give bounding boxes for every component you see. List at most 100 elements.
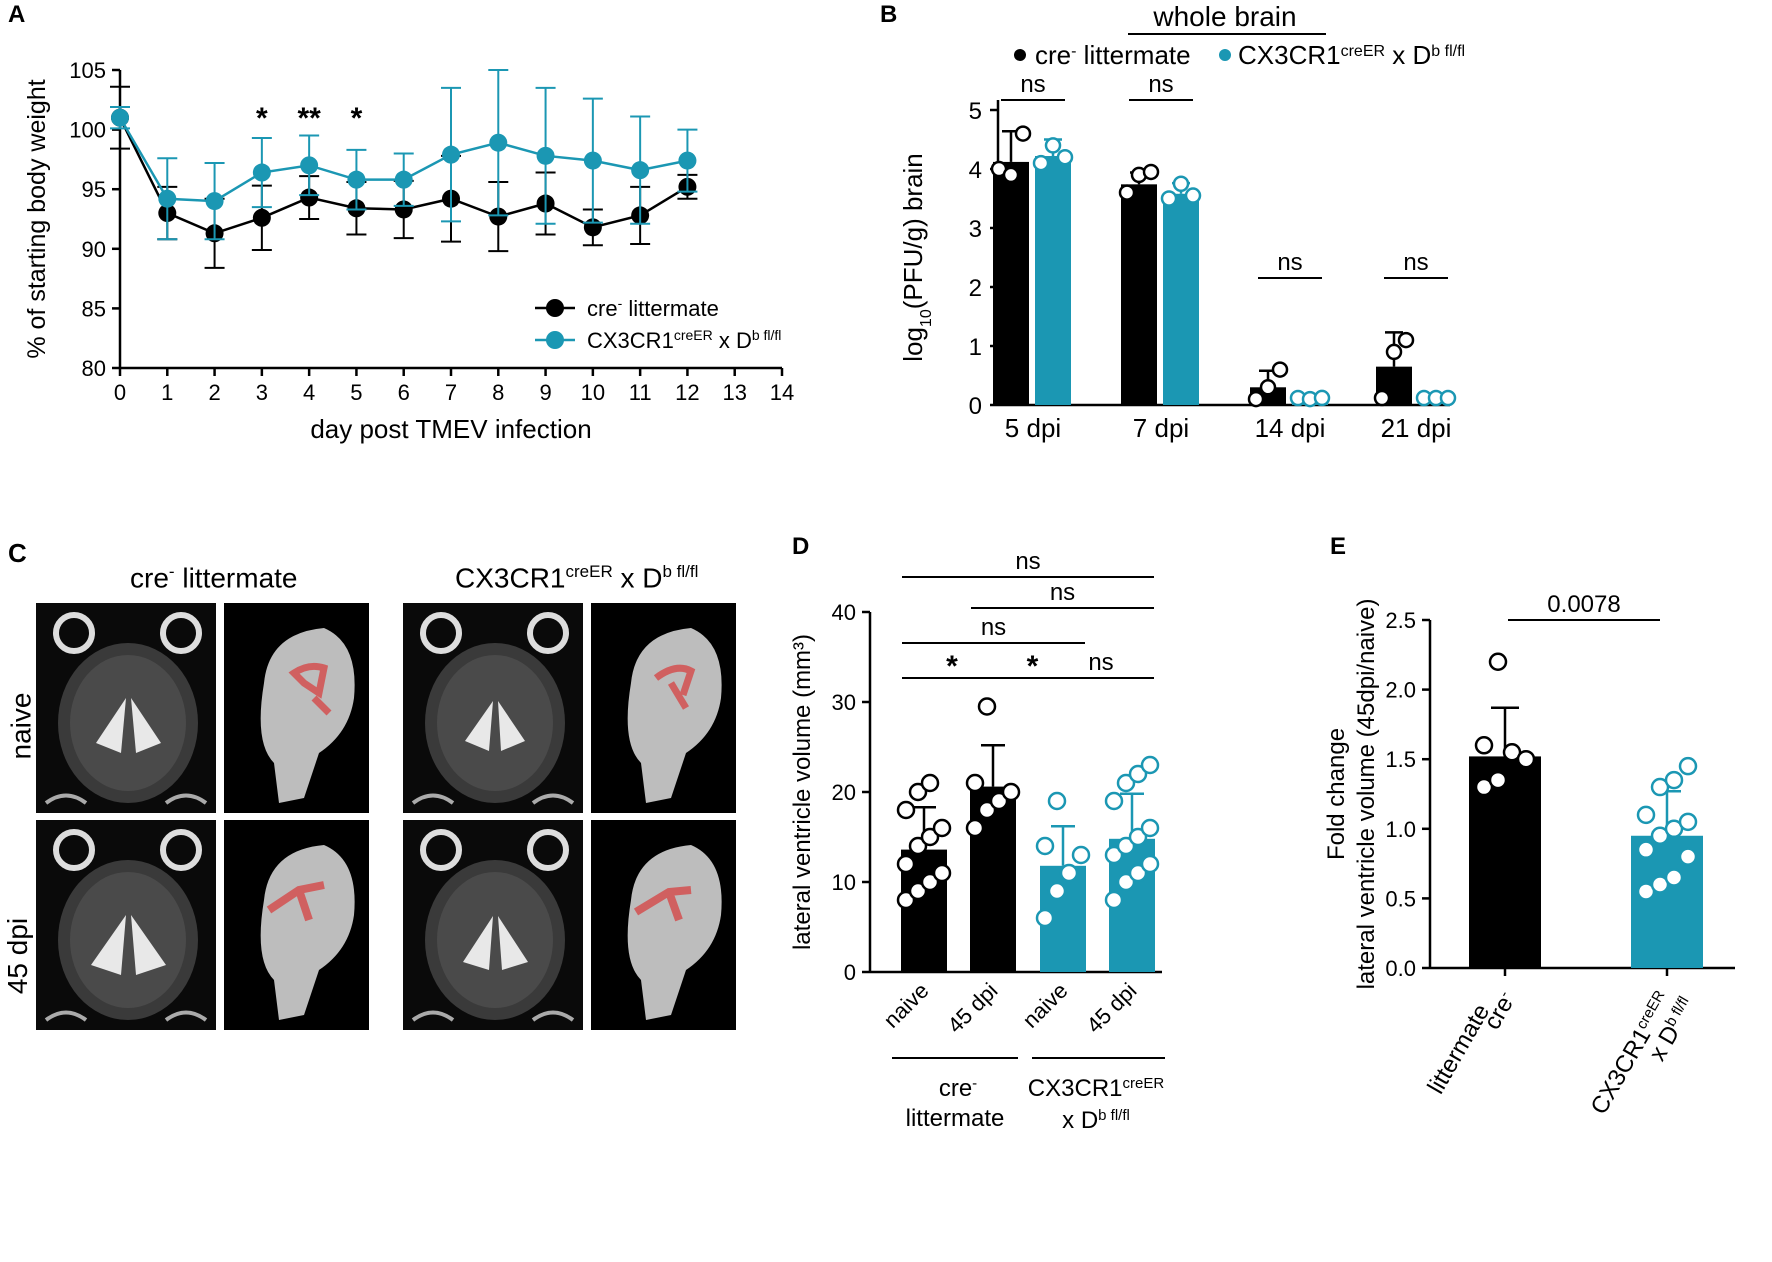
y-tick-label: 85 xyxy=(82,296,106,321)
x-tick-label: 4 xyxy=(303,380,315,405)
x-tick-label: 45 dpi xyxy=(942,978,1002,1038)
y-tick-label: 0 xyxy=(969,393,982,420)
row-label-naive: naive xyxy=(5,692,37,760)
y-tick-label: 20 xyxy=(832,780,856,805)
mri-axial-image xyxy=(36,603,216,813)
data-point xyxy=(1047,791,1067,811)
data-point xyxy=(678,151,697,170)
y-tick-label: 40 xyxy=(832,600,856,625)
data-point xyxy=(489,207,508,226)
data-point xyxy=(1071,845,1091,865)
x-tick-label: 3 xyxy=(256,380,268,405)
group-label: cre- xyxy=(939,1075,977,1103)
data-point xyxy=(1104,791,1124,811)
data-point xyxy=(1142,163,1160,181)
data-point xyxy=(583,151,602,170)
significance-star: * xyxy=(256,102,268,135)
x-tick-label: 5 dpi xyxy=(1005,413,1061,443)
y-tick-label: 0.0 xyxy=(1385,956,1416,981)
bar xyxy=(993,161,1029,405)
data-point xyxy=(1678,812,1698,832)
data-point xyxy=(300,188,319,207)
x-tick-label: 13 xyxy=(722,380,746,405)
data-point xyxy=(252,208,271,227)
x-tick-label: 2 xyxy=(208,380,220,405)
data-point xyxy=(1128,827,1148,847)
comparison-label: 0.0078 xyxy=(1547,591,1620,618)
y-axis-title: Fold change xyxy=(1323,728,1350,860)
data-point xyxy=(158,189,177,208)
comparison-label: ns xyxy=(1050,579,1075,606)
y-axis-title: lateral ventricle volume (mm³) xyxy=(789,634,816,950)
mri-axial-cx3cr1-naive xyxy=(403,603,583,813)
data-point xyxy=(896,890,916,910)
data-point xyxy=(489,133,508,152)
y-tick-label: 0.5 xyxy=(1385,886,1416,911)
y-tick-label: 3 xyxy=(969,216,982,243)
data-point xyxy=(896,854,916,874)
y-tick-label: 95 xyxy=(82,177,106,202)
data-point xyxy=(1128,863,1148,883)
data-point xyxy=(1373,389,1391,407)
significance-star: ** xyxy=(297,102,321,135)
chart-title: whole brain xyxy=(1152,1,1296,32)
data-point xyxy=(1116,773,1136,793)
comparison-label: ns xyxy=(1148,71,1173,98)
data-point xyxy=(908,836,928,856)
mri-axial-image xyxy=(403,603,583,813)
y-tick-label: 80 xyxy=(82,356,106,381)
x-tick-label: naive xyxy=(1018,978,1073,1033)
data-point xyxy=(631,161,650,180)
comparison-label: ns xyxy=(1403,249,1428,276)
y-tick-label: 0 xyxy=(844,960,856,985)
y-tick-label: 5 xyxy=(969,98,982,125)
x-tick-label: 14 xyxy=(770,380,794,405)
data-point xyxy=(347,170,366,189)
data-point xyxy=(1001,782,1021,802)
y-tick-label: 4 xyxy=(969,157,982,184)
legend-label: cre- littermate xyxy=(587,295,719,321)
data-point xyxy=(1140,818,1160,838)
y-tick-label: 105 xyxy=(69,58,106,83)
x-tick-label: 8 xyxy=(492,380,504,405)
legend-marker xyxy=(1219,49,1231,61)
y-tick-label: 2.5 xyxy=(1385,608,1416,633)
panel-e-bar-chart: E 0.0 0.5 1.0 1.5 2.0 2.5 Fold change lateral ve… xyxy=(1323,533,1735,1119)
mri-axial-littermate-naive xyxy=(36,603,216,813)
comparison-label: ns xyxy=(1015,548,1040,575)
data-point xyxy=(1104,890,1124,910)
data-point xyxy=(1247,390,1265,408)
x-tick-label: 5 xyxy=(350,380,362,405)
x-tick-label: littermate xyxy=(1422,1000,1495,1099)
group-label: littermate xyxy=(906,1105,1005,1132)
y-tick-label: 1.0 xyxy=(1385,817,1416,842)
data-point xyxy=(896,800,916,820)
y-tick-label: 1.5 xyxy=(1385,747,1416,772)
y-axis-title: log10(PFU/g) brain xyxy=(898,153,935,362)
x-tick-label: 9 xyxy=(539,380,551,405)
data-point xyxy=(1140,755,1160,775)
data-point xyxy=(1397,331,1415,349)
x-tick-label: 21 dpi xyxy=(1381,413,1452,443)
group-label: x Db fl/fl xyxy=(1062,1107,1130,1135)
data-point xyxy=(1044,137,1062,154)
data-point xyxy=(1047,881,1067,901)
data-point xyxy=(394,170,413,189)
y-tick-label: 90 xyxy=(82,237,106,262)
data-point xyxy=(1439,389,1457,407)
brain-3d-render xyxy=(591,603,736,813)
data-point xyxy=(252,163,271,182)
significance-star: * xyxy=(351,102,363,135)
x-tick-label: 1 xyxy=(161,380,173,405)
data-point xyxy=(977,697,997,716)
legend-label: CX3CR1creER x Db fl/fl xyxy=(1238,40,1465,70)
data-point xyxy=(977,800,997,820)
comparison-label: ns xyxy=(981,614,1006,641)
legend-marker xyxy=(546,299,564,317)
panel-letter-e: E xyxy=(1330,533,1346,560)
y-axis-title: lateral ventricle volume (45dpi/naive) xyxy=(1353,599,1380,990)
y-tick-label: 1 xyxy=(969,334,982,361)
data-point xyxy=(932,863,952,883)
x-tick-label: 10 xyxy=(581,380,605,405)
